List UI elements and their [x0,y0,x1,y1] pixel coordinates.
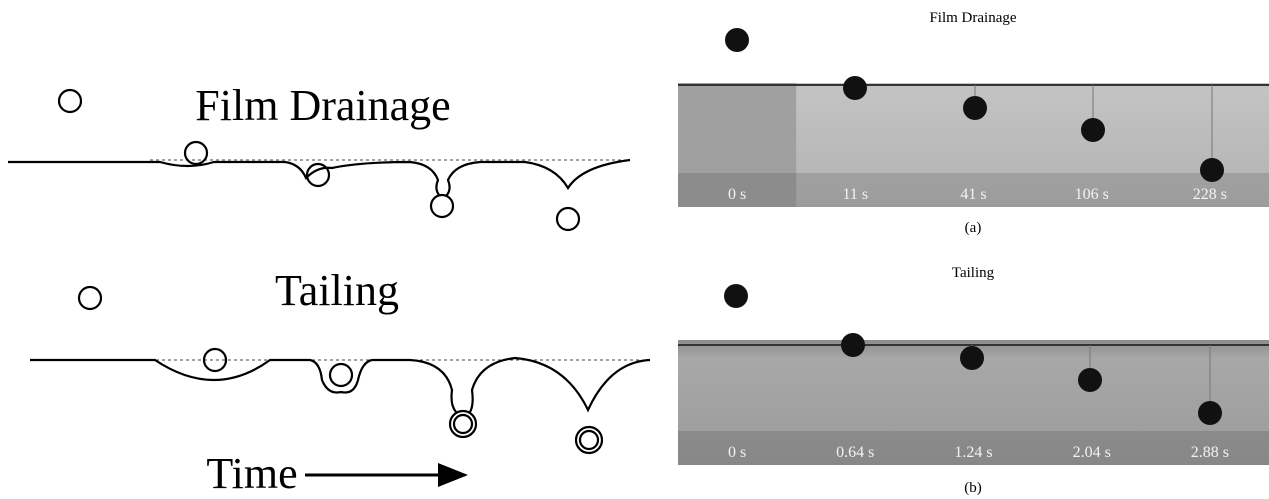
drop [724,284,748,308]
particle [1081,118,1105,142]
particle [841,333,865,357]
panel-caption: (a) [965,220,982,236]
particle [960,346,984,370]
panel-title: Film Drainage [929,10,1016,26]
time-stamp: 11 s [842,186,868,203]
time-stamp: 2.88 s [1191,444,1229,461]
panel-title: Tailing [952,265,995,281]
photo-panels: Film Drainage 0 s 11 s 41 s 106 s 228 s (a) Tai… [678,10,1269,496]
figure: Film Drainage Tailing Time Film Drainage… [0,0,1269,499]
bubble [330,364,352,386]
time-stamp: 228 s [1193,186,1227,203]
particle [963,96,987,120]
particle [843,76,867,100]
bubble [79,287,101,309]
time-stamp: 0 s [728,186,746,203]
bubble [431,195,453,217]
time-stamp: 41 s [960,186,986,203]
time-stamp: 0.64 s [836,444,874,461]
time-stamp: 0 s [728,444,746,461]
schematic-label: Tailing [275,266,399,315]
schematic-label: Film Drainage [195,81,450,130]
particle [1200,158,1224,182]
time-stamp: 1.24 s [954,444,992,461]
time-stamp: 2.04 s [1073,444,1111,461]
bubble [59,90,81,112]
time-stamp: 106 s [1075,186,1109,203]
surface-curve [8,160,630,196]
particle [1198,401,1222,425]
bubble [557,208,579,230]
drop [725,28,749,52]
schematic-tailing: Tailing [30,266,650,453]
bubble [580,431,598,449]
particle [1078,368,1102,392]
panel-caption: (b) [964,480,982,496]
schematic-film-drainage: Film Drainage [8,81,630,230]
bubble [454,415,472,433]
time-label: Time [206,449,297,498]
bubble [185,142,207,164]
